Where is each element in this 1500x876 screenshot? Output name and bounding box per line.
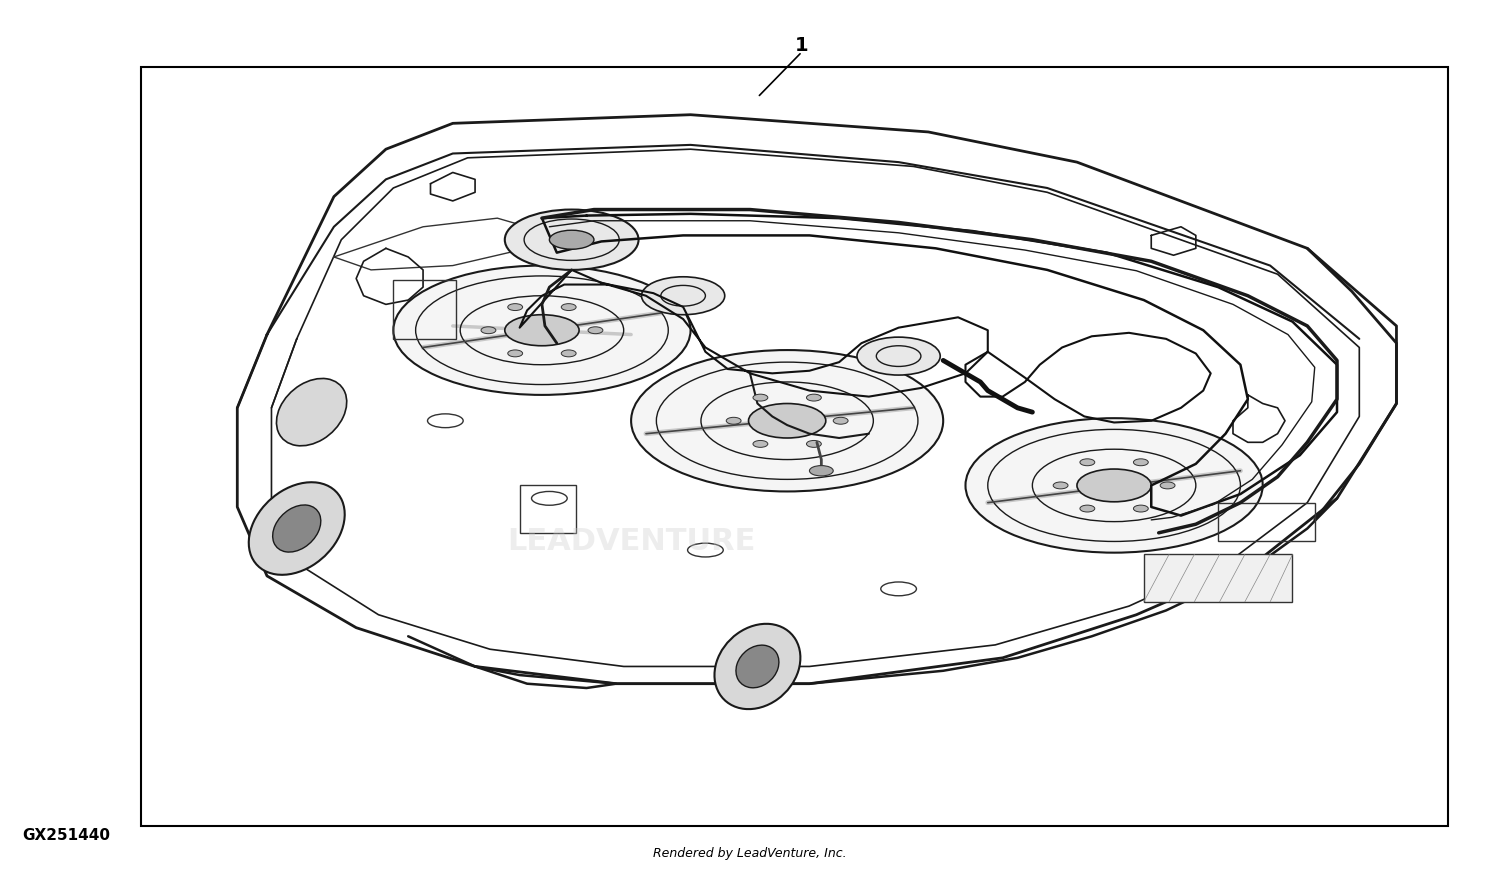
Bar — [519, 485, 576, 533]
Ellipse shape — [810, 465, 832, 476]
Bar — [1144, 555, 1293, 602]
Ellipse shape — [753, 441, 768, 448]
Bar — [141, 67, 1449, 826]
Ellipse shape — [1080, 459, 1095, 466]
Ellipse shape — [561, 350, 576, 357]
Ellipse shape — [506, 314, 579, 346]
Ellipse shape — [393, 265, 690, 395]
Ellipse shape — [482, 327, 496, 334]
Ellipse shape — [1080, 505, 1095, 512]
Ellipse shape — [736, 645, 778, 688]
Text: GX251440: GX251440 — [22, 828, 110, 844]
Ellipse shape — [1134, 459, 1149, 466]
Ellipse shape — [1077, 469, 1152, 502]
Ellipse shape — [714, 624, 801, 709]
Ellipse shape — [856, 337, 940, 375]
Ellipse shape — [632, 350, 944, 491]
Ellipse shape — [1053, 482, 1068, 489]
Ellipse shape — [807, 441, 822, 448]
Ellipse shape — [642, 277, 724, 314]
Bar — [393, 280, 456, 339]
Ellipse shape — [276, 378, 346, 446]
Ellipse shape — [561, 304, 576, 310]
Text: LEADVENTURE: LEADVENTURE — [507, 527, 756, 556]
Ellipse shape — [509, 304, 522, 310]
Ellipse shape — [1134, 505, 1149, 512]
Ellipse shape — [273, 505, 321, 552]
Ellipse shape — [509, 350, 522, 357]
Ellipse shape — [753, 394, 768, 401]
Ellipse shape — [833, 417, 848, 424]
Ellipse shape — [1160, 482, 1174, 489]
Ellipse shape — [549, 230, 594, 249]
Ellipse shape — [588, 327, 603, 334]
Bar — [1218, 503, 1314, 541]
Text: Rendered by LeadVenture, Inc.: Rendered by LeadVenture, Inc. — [652, 847, 847, 860]
Ellipse shape — [726, 417, 741, 424]
Ellipse shape — [249, 482, 345, 575]
Ellipse shape — [506, 209, 639, 270]
Ellipse shape — [748, 404, 827, 438]
Ellipse shape — [966, 418, 1263, 553]
Text: 1: 1 — [795, 36, 808, 55]
Ellipse shape — [807, 394, 822, 401]
